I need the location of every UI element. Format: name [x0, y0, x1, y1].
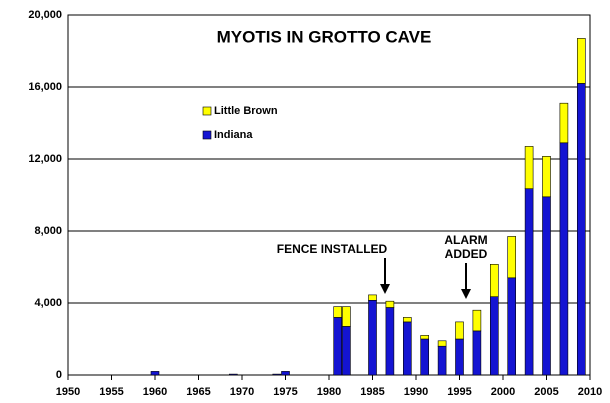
x-tick-label: 1965 — [186, 386, 210, 398]
y-tick-label: 20,000 — [28, 9, 62, 21]
legend — [196, 99, 300, 146]
bar-segment — [576, 38, 586, 84]
y-tick-label: 0 — [56, 369, 62, 381]
bar-segment — [420, 338, 430, 376]
bar-segment — [368, 294, 377, 301]
bar-segment — [507, 236, 517, 279]
bar-segment — [542, 196, 551, 376]
bar-segment — [385, 307, 395, 376]
x-tick-label: 2010 — [578, 386, 602, 398]
x-tick-label: 1955 — [99, 386, 123, 398]
annotation: FENCE INSTALLED — [277, 242, 388, 256]
bar-segment — [455, 338, 464, 376]
bar-segment — [576, 83, 586, 376]
bar-segment — [402, 321, 412, 376]
x-tick-label: 1960 — [143, 386, 167, 398]
legend-label: Little Brown — [214, 105, 278, 117]
bar-segment — [472, 330, 482, 376]
bar-segment — [542, 156, 551, 198]
x-tick-label: 1970 — [230, 386, 254, 398]
bar-segment — [437, 340, 447, 347]
bar-segment — [229, 373, 238, 376]
legend-swatch — [202, 106, 212, 116]
x-tick-label: 1990 — [404, 386, 428, 398]
bar-segment — [455, 321, 464, 340]
bar-segment — [150, 371, 160, 376]
bar-segment — [507, 277, 517, 376]
bar-segment — [489, 263, 499, 297]
bar-segment — [437, 345, 447, 376]
bar-segment — [524, 188, 534, 376]
x-tick-label: 2000 — [491, 386, 515, 398]
bar-segment — [402, 317, 412, 323]
bar-segment — [368, 299, 377, 376]
bar-segment — [333, 306, 343, 318]
arrow-head — [380, 284, 390, 294]
annotation: ALARM — [444, 233, 487, 247]
legend-label: Indiana — [214, 129, 253, 141]
chart-title: MYOTIS IN GROTTO CAVE — [217, 27, 432, 46]
arrow-head — [461, 289, 471, 299]
bar-segment — [281, 371, 290, 376]
y-tick-label: 16,000 — [28, 81, 62, 93]
annotation: ADDED — [445, 247, 488, 261]
bar-segment — [559, 102, 569, 144]
bar-segment — [524, 146, 534, 189]
y-tick-label: 12,000 — [28, 153, 62, 165]
x-tick-label: 1950 — [56, 386, 80, 398]
x-tick-label: 1975 — [273, 386, 297, 398]
bar-segment — [272, 373, 282, 376]
bar-segment — [489, 296, 499, 376]
y-tick-label: 4,000 — [34, 297, 62, 309]
x-tick-label: 1985 — [360, 386, 384, 398]
bar-segment — [420, 335, 430, 340]
y-tick-label: 8,000 — [34, 225, 62, 237]
bar-segment — [559, 142, 569, 376]
bar-segment — [342, 326, 351, 376]
bar-segment — [385, 300, 395, 308]
x-tick-label: 1980 — [317, 386, 341, 398]
bar-segment — [333, 317, 343, 376]
legend-swatch — [202, 130, 212, 140]
x-tick-label: 2005 — [534, 386, 558, 398]
bar-segment — [342, 306, 351, 327]
x-tick-label: 1995 — [447, 386, 471, 398]
bar-segment — [472, 309, 482, 332]
